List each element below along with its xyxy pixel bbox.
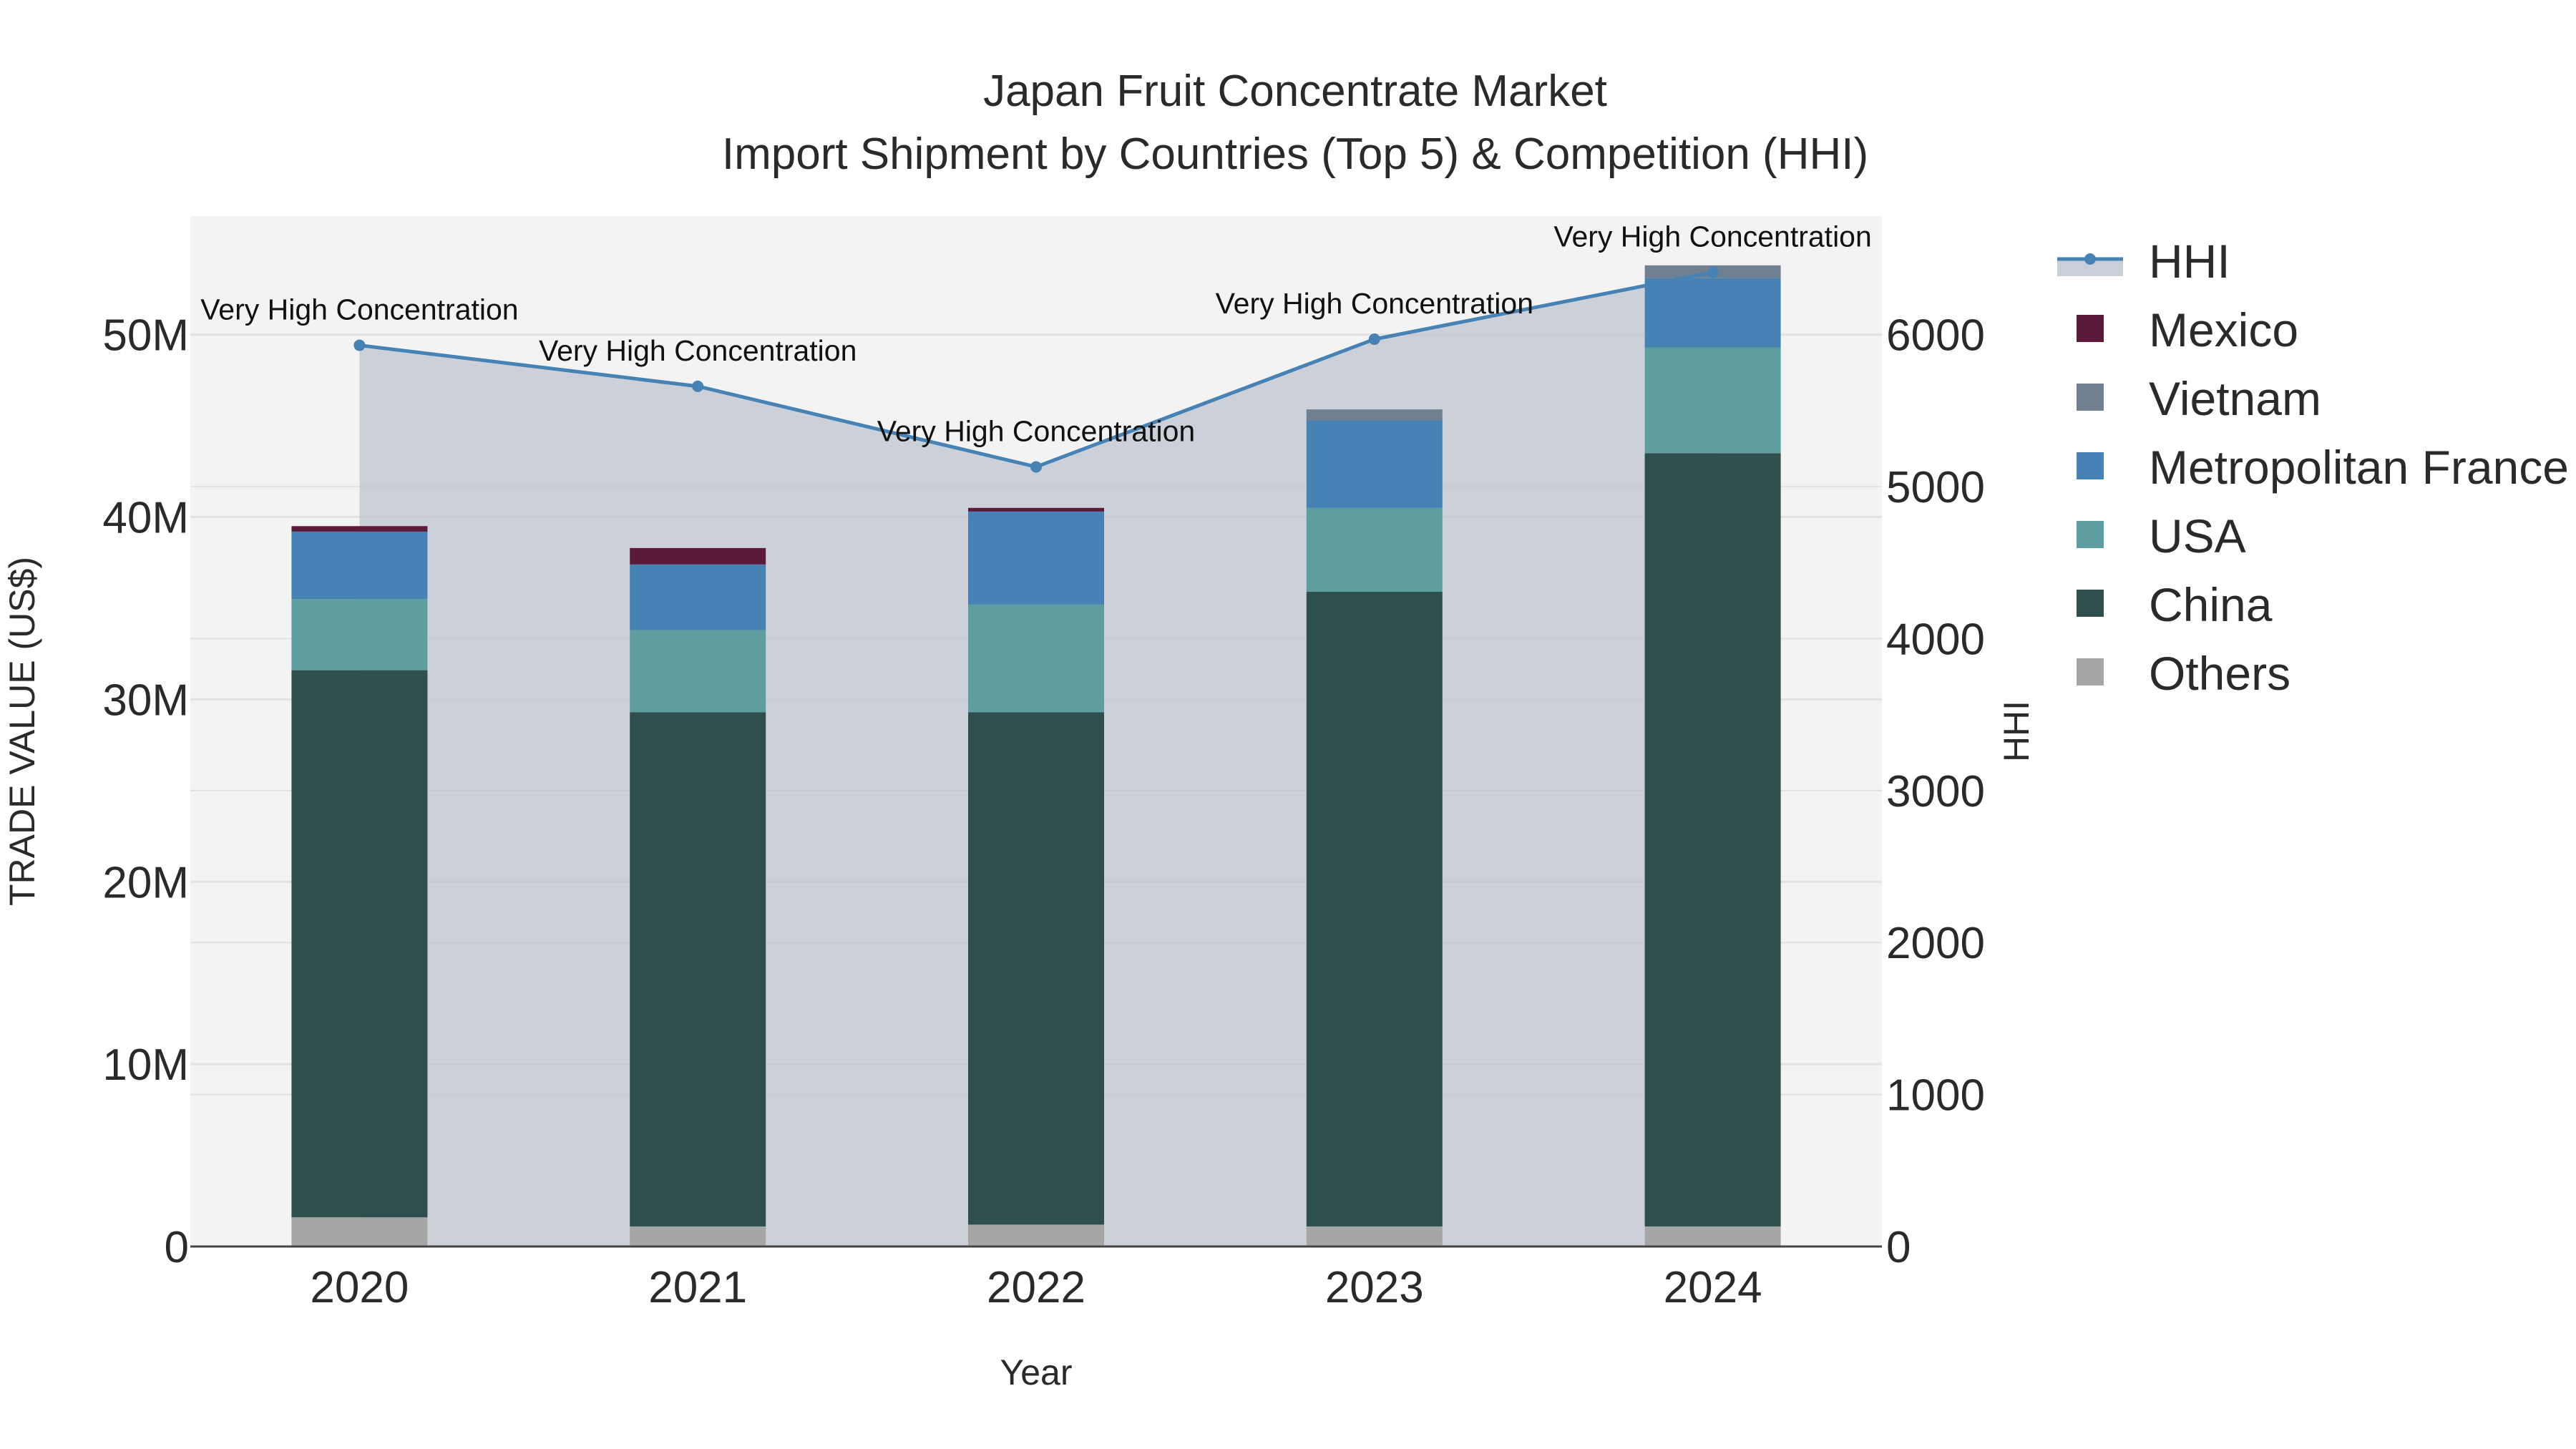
legend-label-metropolitan-france: Metropolitan France	[2149, 441, 2569, 494]
hhi-annotation-2023: Very High Concentration	[1216, 287, 1533, 320]
bar-china-2023	[1306, 592, 1443, 1226]
y-tick-label: 10M	[102, 1040, 189, 1090]
legend-label-hhi: HHI	[2149, 235, 2230, 288]
y2-tick-label: 1000	[1886, 1071, 1985, 1121]
y2-axis-title: HHI	[1996, 701, 2036, 762]
bar-metropolitan-france-2020	[291, 531, 428, 600]
y-axis-ticks: 0 10M 20M 30M 40M 50M	[102, 311, 189, 1272]
bar-metropolitan-france-2022	[968, 511, 1104, 605]
y2-tick-label: 0	[1886, 1223, 1911, 1272]
bar-others-2020	[291, 1217, 428, 1246]
x-axis-ticks: 2020 2021 2022 2023 2024	[310, 1263, 1762, 1312]
hhi-point-2022	[1030, 461, 1042, 473]
bar-usa-2023	[1306, 507, 1443, 592]
hhi-point-2024	[1707, 266, 1719, 278]
legend-swatch-china	[2077, 590, 2104, 617]
hhi-point-2020	[353, 339, 366, 351]
bar-china-2020	[291, 670, 428, 1218]
x-axis-title: Year	[1000, 1352, 1072, 1392]
bar-metropolitan-france-2023	[1306, 420, 1443, 508]
bar-others-2022	[968, 1224, 1104, 1246]
y2-tick-label: 3000	[1886, 767, 1985, 816]
bar-china-2022	[968, 712, 1104, 1225]
legend-swatch-mexico	[2077, 315, 2104, 342]
y-tick-label: 50M	[102, 311, 189, 361]
hhi-annotation-2021: Very High Concentration	[539, 334, 857, 367]
bar-usa-2022	[968, 604, 1104, 713]
legend-label-usa: USA	[2149, 509, 2246, 562]
bar-metropolitan-france-2021	[630, 564, 766, 630]
bar-china-2021	[630, 712, 766, 1226]
bars-group	[291, 265, 1781, 1246]
legend-label-mexico: Mexico	[2149, 303, 2298, 356]
chart-title: Japan Fruit Concentrate Market	[983, 67, 1607, 116]
bar-usa-2020	[291, 599, 428, 670]
hhi-annotation-2022: Very High Concentration	[877, 414, 1195, 447]
bar-others-2024	[1644, 1226, 1781, 1246]
x-tick-label-2024: 2024	[1664, 1263, 1762, 1312]
legend-swatch-metropolitan-france	[2077, 452, 2104, 479]
bar-vietnam-2023	[1306, 409, 1443, 421]
hhi-point-2023	[1368, 333, 1380, 346]
bar-mexico-2021	[630, 547, 766, 565]
y-tick-label: 30M	[102, 675, 189, 725]
bar-usa-2024	[1644, 347, 1781, 454]
bar-china-2024	[1644, 453, 1781, 1226]
y-tick-label: 40M	[102, 494, 189, 543]
hhi-line-group: Very High Concentration Very High Concent…	[200, 220, 1872, 473]
y2-axis-ticks: 0 1000 2000 3000 4000 5000 6000	[1886, 311, 1985, 1272]
y2-tick-label: 4000	[1886, 615, 1985, 664]
legend: HHI Mexico Vietnam Metropolitan France USA Ch…	[2057, 235, 2569, 700]
hhi-annotation-2020: Very High Concentration	[200, 293, 518, 326]
bar-others-2023	[1306, 1226, 1443, 1246]
y2-tick-label: 5000	[1886, 463, 1985, 512]
bar-mexico-2020	[291, 526, 428, 532]
y-tick-label: 0	[165, 1223, 189, 1272]
y2-tick-label: 2000	[1886, 919, 1985, 968]
x-tick-label-2023: 2023	[1325, 1263, 1424, 1312]
hhi-point-2021	[692, 380, 704, 392]
legend-label-china: China	[2149, 578, 2273, 631]
y-axis-title: TRADE VALUE (US$)	[2, 557, 42, 906]
bar-metropolitan-france-2024	[1644, 278, 1781, 348]
x-tick-label-2020: 2020	[310, 1263, 409, 1312]
legend-label-vietnam: Vietnam	[2149, 372, 2321, 425]
y-tick-label: 20M	[102, 858, 189, 907]
legend-swatch-usa	[2077, 521, 2104, 548]
bar-mexico-2022	[968, 507, 1104, 512]
x-tick-label-2021: 2021	[648, 1263, 747, 1312]
x-tick-label-2022: 2022	[987, 1263, 1085, 1312]
y2-tick-label: 6000	[1886, 311, 1985, 361]
bar-others-2021	[630, 1226, 766, 1246]
bar-usa-2021	[630, 630, 766, 713]
legend-label-others: Others	[2149, 647, 2290, 700]
hhi-annotation-2024: Very High Concentration	[1553, 220, 1871, 253]
legend-swatch-others	[2077, 658, 2104, 686]
legend-swatch-hhi-marker	[2084, 253, 2096, 265]
legend-swatch-vietnam	[2077, 384, 2104, 411]
chart-subtitle: Import Shipment by Countries (Top 5) & C…	[722, 130, 1868, 179]
